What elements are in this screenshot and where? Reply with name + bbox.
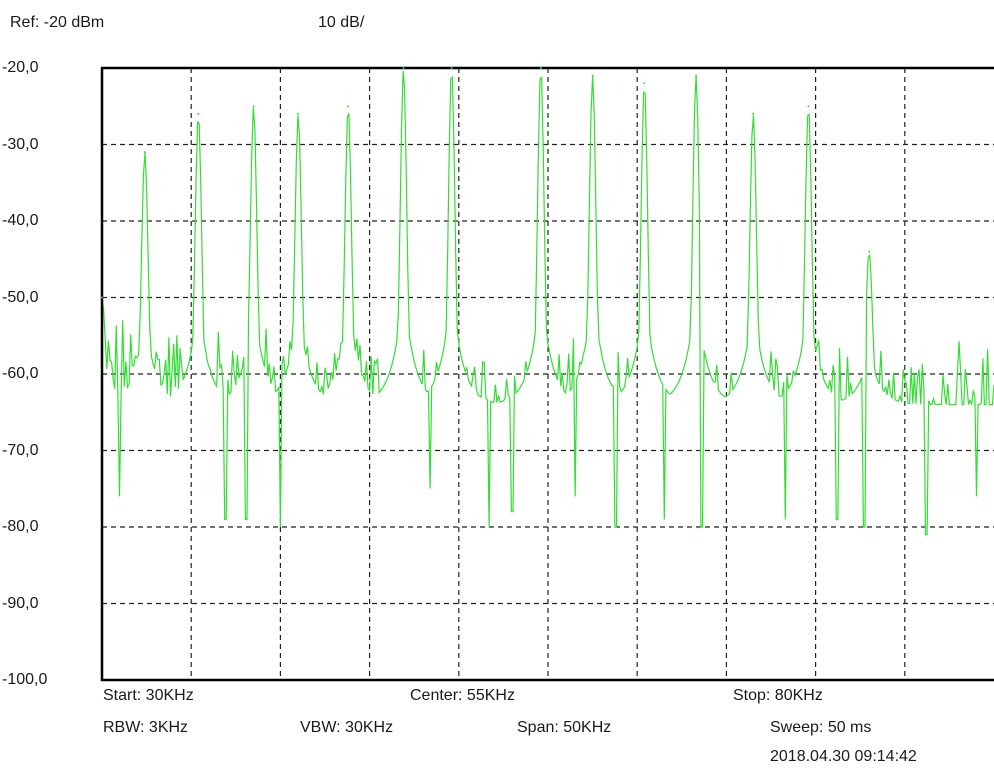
y-tick-label: -40,0 (2, 212, 39, 229)
spectrum-peak-point (539, 67, 542, 69)
stop-frequency-label: Stop: 80KHz (733, 687, 823, 704)
sweep-label: Sweep: 50 ms (770, 719, 872, 736)
y-tick-label: -80,0 (2, 518, 39, 535)
spectrum-peak-point (297, 112, 300, 115)
spectrum-peak-point (807, 105, 810, 108)
spectrum-peak-point (143, 151, 146, 154)
spectrum-peak-point (752, 112, 755, 115)
y-tick-label: -20,0 (2, 59, 39, 76)
spectrum-peak-point (402, 67, 405, 69)
y-tick-label: -90,0 (2, 594, 39, 612)
spectrum-peak-point (252, 105, 255, 108)
vbw-label: VBW: 30KHz (300, 719, 394, 736)
spectrum-peak-point (695, 74, 698, 77)
spectrum-peak-point (197, 112, 200, 115)
y-tick-label: -50,0 (2, 288, 39, 306)
timestamp-label: 2018.04.30 09:14:42 (770, 748, 917, 765)
y-tick-label: -60,0 (2, 365, 39, 382)
reference-level-label: Ref: -20 dBm (10, 14, 105, 31)
spectrum-trace (101, 71, 994, 536)
vertical-scale-label: 10 dB/ (318, 14, 365, 31)
spectrum-peak-point (591, 74, 594, 77)
y-tick-label: -70,0 (2, 441, 39, 459)
y-tick-label: -100,0 (2, 671, 48, 688)
spectrum-peak-point (868, 250, 871, 253)
center-frequency-label: Center: 55KHz (410, 687, 515, 704)
spectrum-peak-point (450, 67, 453, 69)
grid-layer (102, 68, 994, 680)
spectrum-peak-point (101, 296, 103, 299)
rbw-label: RBW: 3KHz (103, 719, 189, 736)
spectrum-peak-point (643, 82, 646, 85)
plot-frame (100, 66, 994, 682)
start-frequency-label: Start: 30KHz (103, 687, 194, 704)
spectrum-peak-point (347, 105, 350, 108)
y-tick-label: -30,0 (2, 135, 39, 153)
span-label: Span: 50KHz (517, 719, 612, 736)
